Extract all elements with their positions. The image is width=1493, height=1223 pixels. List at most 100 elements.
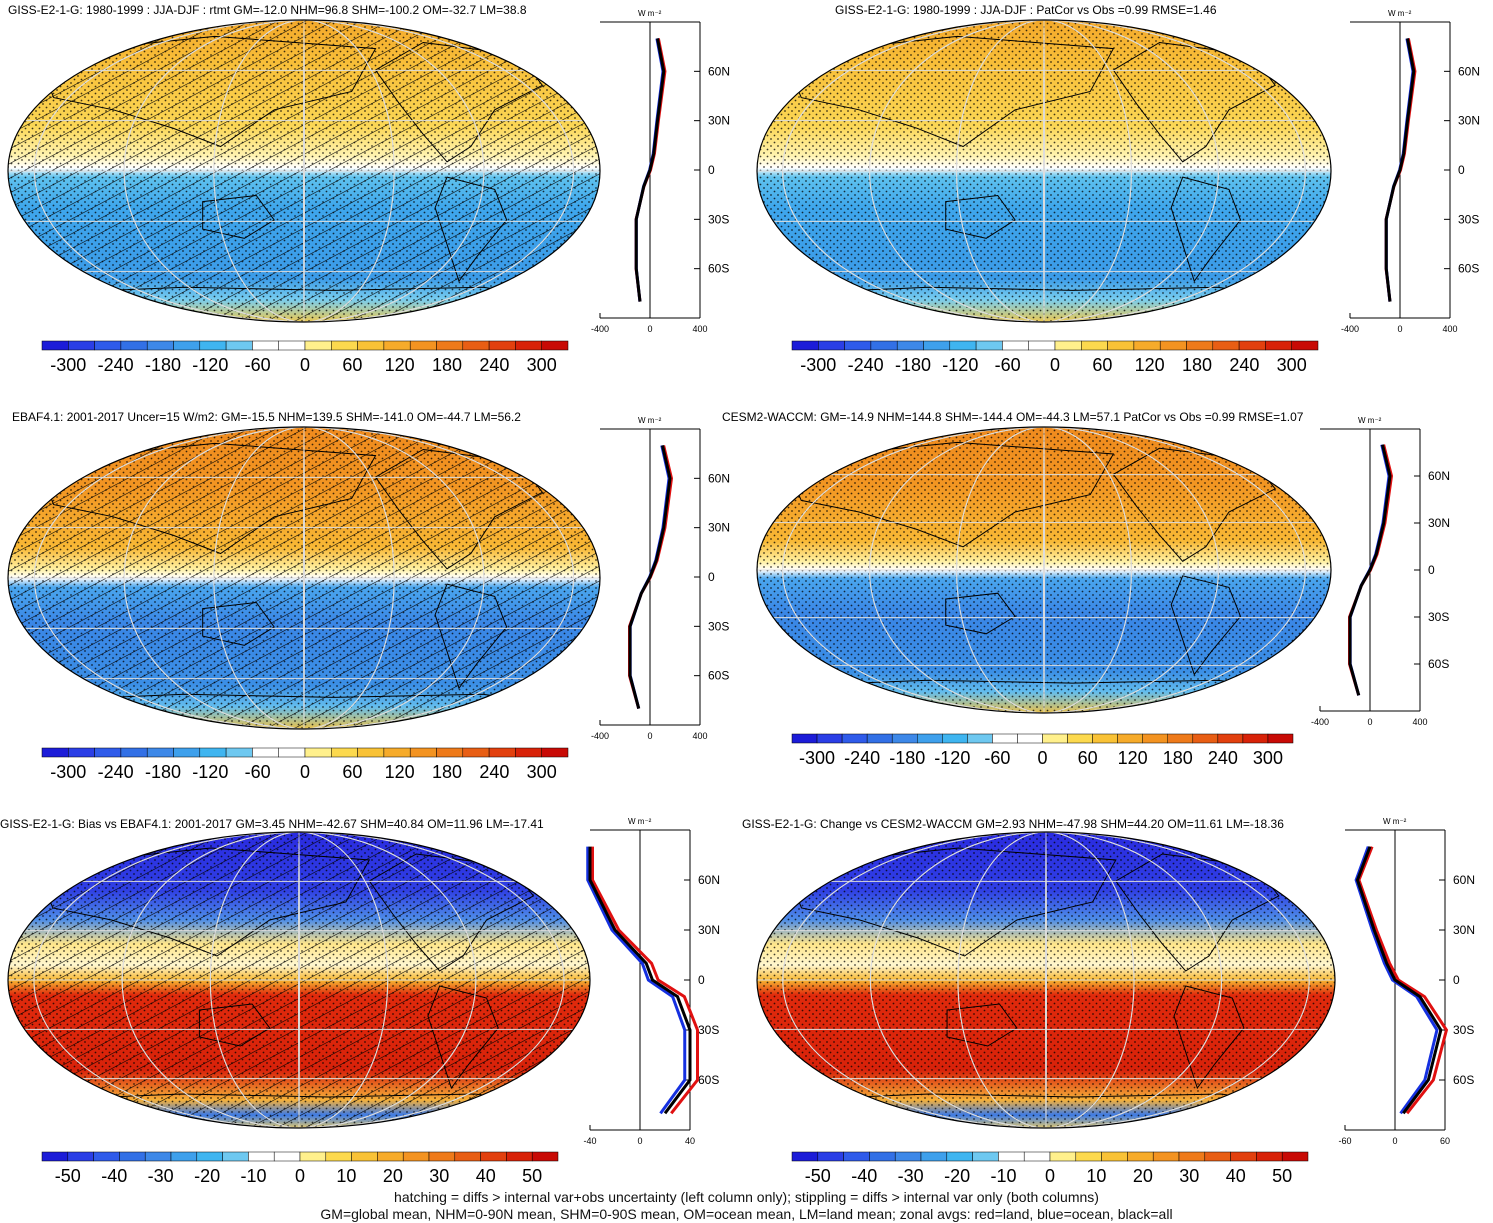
footer-line-1: hatching = diffs > internal var+obs unce… [394, 1189, 1099, 1205]
zonal-lat-label: 60S [1458, 262, 1479, 276]
colorbar-swatch [222, 1151, 249, 1162]
continent-south-america [434, 583, 508, 690]
continent-australia [945, 194, 1016, 239]
zonal-lat-label: 30S [708, 212, 729, 226]
zonal-lat-label: 0 [1453, 973, 1460, 987]
zonal-x-label: 400 [1412, 717, 1427, 727]
colorbar-label: -20 [194, 1166, 220, 1186]
colorbar-swatch [515, 340, 542, 351]
colorbar-label: -30 [898, 1166, 924, 1186]
meridian-line [33, 427, 575, 729]
colorbar-swatch [252, 340, 279, 351]
zonal-x-label: 400 [692, 324, 707, 334]
colorbar-label: -300 [50, 355, 86, 375]
zonal-lat-label: 60N [708, 64, 730, 78]
colorbar-label: -40 [851, 1166, 877, 1186]
colorbar-label: -180 [145, 762, 181, 782]
colorbar-label: 60 [342, 355, 362, 375]
zonal-x-label: 400 [1442, 324, 1457, 334]
colorbar-label: 60 [1078, 748, 1098, 768]
colorbar-label: 60 [1092, 355, 1112, 375]
zonal-lat-label: 60S [1428, 657, 1449, 671]
colorbar-label: -60 [245, 355, 271, 375]
colorbar-swatch [93, 1151, 120, 1162]
panel-title-2: GISS-E2-1-G: 1980-1999 : JJA-DJF : PatCo… [835, 3, 1217, 17]
colorbar-swatch [357, 340, 385, 351]
zonal-x-label: -400 [591, 324, 609, 334]
colorbar-swatch [946, 1151, 973, 1162]
colorbar-swatch [325, 1151, 352, 1162]
zonal-plot-6: W m⁻² 60N 30N 0 30S 60S -60 0 60 [1338, 817, 1475, 1146]
colorbar-label: 0 [1037, 748, 1047, 768]
zonal-lat-label: 0 [1428, 563, 1435, 577]
colorbar-label: -180 [145, 355, 181, 375]
colorbar-swatch [541, 747, 569, 758]
colorbar-swatch [992, 733, 1018, 744]
zonal-plot-2: W m⁻² 60N 30N 0 30S 60S -400 0 400 [1341, 9, 1480, 334]
colorbar-4: -300 -240 -180 -120 -60 0 60 120 180 240 300 [791, 733, 1294, 768]
panel-title-3: EBAF4.1: 2001-2017 Uncer=15 W/m2: GM=-15… [12, 410, 521, 424]
continent-south-america [434, 176, 508, 283]
colorbar-swatch [1081, 340, 1108, 351]
colorbar-swatch [1192, 733, 1219, 744]
zonal-x-label: -40 [583, 1136, 596, 1146]
colorbar-swatch [1092, 733, 1118, 744]
colorbar-label: -240 [98, 762, 134, 782]
colorbar-swatch [488, 340, 516, 351]
continent-eurasia [783, 847, 1117, 957]
colorbar-label: 50 [522, 1166, 542, 1186]
colorbar-label: -300 [50, 762, 86, 782]
colorbar-label: -20 [944, 1166, 970, 1186]
colorbar-label: -50 [805, 1166, 831, 1186]
colorbar-swatch [1075, 1151, 1102, 1162]
colorbar-swatch [1101, 1151, 1128, 1162]
meridian-line [298, 832, 300, 1128]
colorbar-swatch [1291, 340, 1319, 351]
continent-eurasia [34, 847, 371, 957]
colorbar-swatch [1002, 340, 1029, 351]
colorbar-swatch [41, 1151, 69, 1162]
colorbar-swatch [1127, 1151, 1154, 1162]
map-panel-1 [7, 19, 601, 323]
colorbar-swatch [196, 1151, 223, 1162]
colorbar-label: 240 [479, 762, 509, 782]
zonal-lat-label: 60S [708, 262, 729, 276]
zonal-x-label: 40 [685, 1136, 695, 1146]
colorbar-label: 20 [1133, 1166, 1153, 1186]
colorbar-swatch [225, 340, 253, 351]
colorbar-label: 120 [1118, 748, 1148, 768]
zonal-x-label: -400 [1341, 324, 1359, 334]
colorbar-swatch [252, 747, 279, 758]
colorbar-swatch [1142, 733, 1169, 744]
zonal-lat-label: 0 [1458, 163, 1465, 177]
colorbar-label: 240 [1229, 355, 1259, 375]
colorbar-label: -240 [848, 355, 884, 375]
colorbar-swatch [1028, 340, 1056, 351]
colorbar-swatch [173, 340, 201, 351]
colorbar-label: 180 [1182, 355, 1212, 375]
colorbar-swatch [278, 747, 306, 758]
colorbar-label: 240 [1208, 748, 1238, 768]
colorbar-label: -240 [844, 748, 880, 768]
zonal-plot-1: W m⁻² 60N 30N 0 30S 60S -400 0 400 [591, 9, 730, 334]
zonal-lat-label: 60S [1453, 1073, 1474, 1087]
zonal-all-line [1355, 846, 1443, 1115]
zonal-lat-label: 30S [1453, 1023, 1474, 1037]
panel-title-6: GISS-E2-1-G: Change vs CESM2-WACCM GM=2.… [742, 817, 1284, 831]
zonal-units-label: W m⁻² [638, 9, 662, 18]
zonal-x-label: 0 [1397, 324, 1402, 334]
footer-line-2: GM=global mean, NHM=0-90N mean, SHM=0-90… [320, 1206, 1173, 1222]
zonal-units-label: W m⁻² [638, 416, 662, 425]
colorbar-label: 180 [432, 355, 462, 375]
colorbar-swatch [1204, 1151, 1231, 1162]
colorbar-label: -40 [101, 1166, 127, 1186]
colorbar-swatch [1133, 340, 1161, 351]
zonal-units-label: W m⁻² [1383, 817, 1407, 826]
colorbar-swatch [967, 733, 993, 744]
colorbar-6: -50 -40 -30 -20 -10 0 10 20 30 40 50 [791, 1151, 1309, 1186]
continent-south-america [1170, 575, 1242, 676]
colorbar-label: -300 [800, 355, 836, 375]
continent-eurasia [35, 35, 377, 148]
zonal-all-line [634, 38, 666, 302]
zonal-lat-label: 0 [698, 973, 705, 987]
